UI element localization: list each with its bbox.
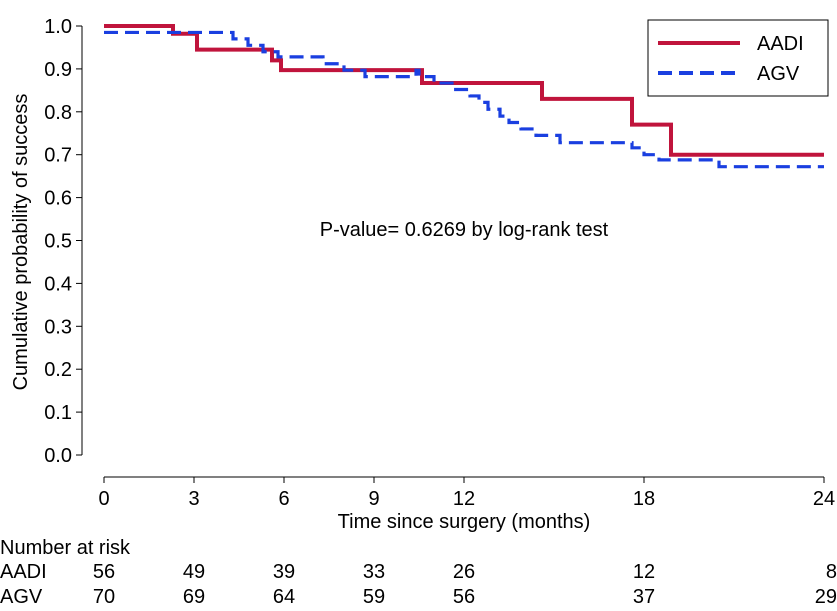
y-tick-label: 0.6 xyxy=(44,188,72,210)
x-tick-label: 9 xyxy=(368,488,379,510)
y-tick-label: 0.8 xyxy=(44,102,72,124)
y-tick-label: 0.9 xyxy=(44,59,72,81)
p-value-annotation: P-value= 0.6269 by log-rank test xyxy=(320,219,609,241)
risk-count: 29 xyxy=(814,586,837,608)
y-tick-label: 0.7 xyxy=(44,145,72,167)
survival-chart: 0.0 0.1 0.2 0.3 0.4 0.5 0.6 0.7 0.8 0.9 1.0 0 3 6 9 12 1… xyxy=(10,16,835,533)
x-tick-label: 3 xyxy=(188,488,199,510)
legend-label-aadi: AADI xyxy=(757,33,804,55)
risk-count: 33 xyxy=(362,561,386,583)
y-axis-label: Cumulative probability of success xyxy=(10,94,32,391)
risk-row-label-agv: AGV xyxy=(0,586,43,608)
y-tick-label: 0.2 xyxy=(44,359,72,381)
y-tick-label: 0.3 xyxy=(44,316,72,338)
series-line-agv xyxy=(104,30,824,169)
risk-count: 69 xyxy=(182,586,206,608)
legend-label-agv: AGV xyxy=(757,63,800,85)
risk-table-title: Number at risk xyxy=(0,537,131,559)
y-tick-label: 1.0 xyxy=(44,16,72,38)
legend: AADI AGV xyxy=(647,19,829,97)
risk-row-label-aadi: AADI xyxy=(0,561,47,583)
series-layer xyxy=(104,24,824,169)
x-tick-label: 6 xyxy=(278,488,289,510)
legend-box xyxy=(647,19,829,97)
x-tick-label: 24 xyxy=(813,488,835,510)
x-axis-label: Time since surgery (months) xyxy=(338,511,591,533)
risk-count: 26 xyxy=(452,561,476,583)
risk-count: 49 xyxy=(182,561,206,583)
y-tick-label: 0.4 xyxy=(44,273,72,295)
risk-count: 56 xyxy=(452,586,476,608)
risk-count: 56 xyxy=(92,561,116,583)
risk-count: 37 xyxy=(632,586,656,608)
axes: 0.0 0.1 0.2 0.3 0.4 0.5 0.6 0.7 0.8 0.9 1.0 0 3 6 9 12 1… xyxy=(44,16,835,510)
risk-count: 12 xyxy=(632,561,656,583)
risk-count: 39 xyxy=(272,561,296,583)
y-tick-label: 0.5 xyxy=(44,231,72,253)
y-tick-label: 0.1 xyxy=(44,402,72,424)
risk-count: 8 xyxy=(825,561,837,583)
x-tick-label: 18 xyxy=(633,488,655,510)
risk-count: 59 xyxy=(362,586,386,608)
y-tick-label: 0.0 xyxy=(44,445,72,467)
x-tick-label: 0 xyxy=(98,488,109,510)
risk-count: 70 xyxy=(92,586,116,608)
risk-count: 64 xyxy=(272,586,296,608)
x-tick-label: 12 xyxy=(453,488,475,510)
